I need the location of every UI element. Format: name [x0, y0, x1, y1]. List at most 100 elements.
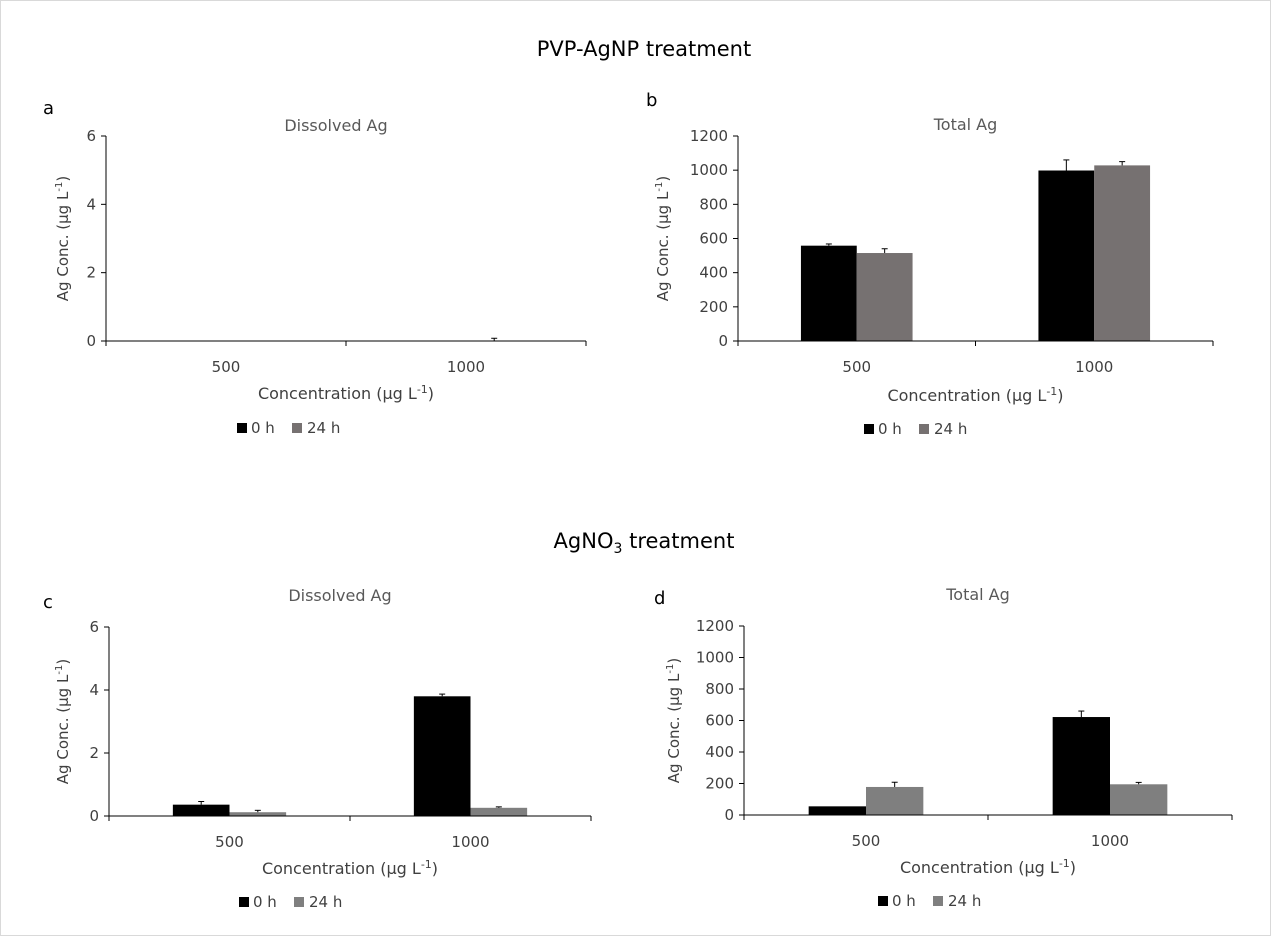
y-tick-label: 800	[705, 680, 734, 698]
section-title-agno3-main: AgNO	[554, 529, 614, 553]
y-tick-label: 400	[699, 264, 728, 282]
chart-title: Total Ag	[945, 585, 1010, 604]
chart-panel-b: Total Ag 0 200 400 600 800 1000 1200 500 1000 Ag C…	[654, 115, 1214, 438]
x-axis-label-close: )	[1070, 858, 1076, 877]
x-tick-label: 1000	[451, 833, 489, 851]
chart-title: Dissolved Ag	[288, 586, 391, 605]
bar-24h	[1110, 784, 1168, 815]
legend-swatch-24h	[294, 897, 304, 907]
x-tick-label: 500	[852, 832, 881, 850]
legend-swatch-0h	[239, 897, 249, 907]
y-axis-label-superscript: -1	[654, 182, 665, 192]
x-tick-label: 500	[212, 358, 241, 376]
y-tick-label: 4	[86, 195, 96, 213]
y-tick-label: 600	[699, 230, 728, 248]
legend-swatch-24h	[292, 423, 302, 433]
y-tick-label: 1000	[690, 161, 728, 179]
x-axis-label: Concentration (µg L-1)	[900, 857, 1076, 877]
x-axis-label-main: Concentration (µg L	[900, 858, 1059, 877]
bar-24h	[229, 812, 287, 816]
section-title-agno3: AgNO3 treatment	[554, 529, 735, 557]
x-tick-label: 500	[842, 358, 871, 376]
y-tick-label: 0	[86, 332, 96, 350]
bar-24h	[470, 807, 528, 816]
y-tick-label: 200	[699, 298, 728, 316]
panel-letter-c: c	[43, 592, 53, 613]
y-axis-label-superscript: -1	[665, 664, 676, 674]
legend-swatch-24h	[933, 896, 943, 906]
y-tick-label: 1200	[696, 617, 734, 635]
legend-label-24h: 24 h	[309, 893, 342, 911]
legend-swatch-24h	[919, 424, 929, 434]
x-axis-label-main: Concentration (µg L	[887, 386, 1046, 405]
bar-0h	[808, 806, 866, 815]
legend-swatch-0h	[864, 424, 874, 434]
y-tick-label: 0	[718, 332, 728, 350]
section-title-agno3-rest: treatment	[622, 529, 734, 553]
legend-swatch-0h	[237, 423, 247, 433]
y-tick-label: 4	[89, 681, 99, 699]
section-title-agno3-subscript: 3	[613, 541, 622, 557]
panel-letter-a: a	[43, 98, 54, 119]
x-axis-label-close: )	[428, 384, 434, 403]
chart-title: Total Ag	[933, 115, 998, 134]
bar-24h	[856, 253, 913, 341]
x-axis-label-main: Concentration (µg L	[258, 384, 417, 403]
x-axis-label-superscript: -1	[421, 858, 432, 871]
y-axis-label-close: )	[654, 176, 672, 182]
x-tick-label: 500	[215, 833, 244, 851]
y-axis-label: Ag Conc. (µg L-1)	[665, 658, 683, 783]
y-tick-label: 6	[86, 127, 96, 145]
chart-title: Dissolved Ag	[284, 116, 387, 135]
y-tick-label: 1200	[690, 127, 728, 145]
bar-0h	[1038, 170, 1095, 341]
panel-letter-d: d	[654, 588, 665, 609]
y-tick-label: 6	[89, 618, 99, 636]
x-tick-label: 1000	[1075, 358, 1113, 376]
legend-label-0h: 0 h	[253, 893, 277, 911]
bar-0h	[413, 696, 471, 816]
chart-panel-d: Total Ag 0 200 400 600 800 1000 1200 500 1000 Ag C…	[665, 585, 1233, 910]
bar-0h	[172, 804, 230, 816]
y-axis-label-main: Ag Conc. (µg L	[665, 673, 683, 783]
x-axis-label-superscript: -1	[1059, 857, 1070, 870]
x-axis-label-close: )	[432, 859, 438, 878]
x-tick-label: 1000	[1091, 832, 1129, 850]
y-axis-label-superscript: -1	[54, 665, 65, 675]
y-tick-label: 0	[89, 807, 99, 825]
y-tick-label: 2	[86, 264, 96, 282]
y-axis-label-superscript: -1	[54, 182, 65, 192]
legend-label-24h: 24 h	[307, 419, 340, 437]
y-tick-label: 2	[89, 744, 99, 762]
x-axis-label-superscript: -1	[1046, 385, 1057, 398]
y-axis-label-close: )	[54, 176, 72, 182]
legend-label-0h: 0 h	[251, 419, 275, 437]
x-tick-label: 1000	[447, 358, 485, 376]
y-axis-label: Ag Conc. (µg L-1)	[654, 176, 672, 301]
y-tick-label: 600	[705, 712, 734, 730]
x-axis-label-superscript: -1	[417, 383, 428, 396]
bar-0h	[800, 245, 857, 341]
y-axis-label: Ag Conc. (µg L-1)	[54, 176, 72, 301]
legend-label-24h: 24 h	[948, 892, 981, 910]
y-axis-label-close: )	[665, 658, 683, 664]
y-tick-label: 0	[724, 806, 734, 824]
section-title-pvp-agnp: PVP-AgNP treatment	[537, 37, 751, 61]
chart-panel-a: Dissolved Ag 0 2 4 6 500 1000 Ag Conc. (µg L-1)…	[54, 116, 587, 437]
y-axis-label: Ag Conc. (µg L-1)	[54, 659, 72, 784]
x-axis-label: Concentration (µg L-1)	[262, 858, 438, 878]
legend-label-24h: 24 h	[934, 420, 967, 438]
y-axis-label-close: )	[54, 659, 72, 665]
bar-24h	[1094, 165, 1151, 341]
y-axis-label-main: Ag Conc. (µg L	[54, 674, 72, 784]
y-tick-label: 1000	[696, 649, 734, 667]
y-tick-label: 800	[699, 195, 728, 213]
x-axis-label-close: )	[1057, 386, 1063, 405]
legend-label-0h: 0 h	[878, 420, 902, 438]
y-axis-label-main: Ag Conc. (µg L	[654, 191, 672, 301]
x-axis-label: Concentration (µg L-1)	[887, 385, 1063, 405]
panel-letter-b: b	[646, 90, 657, 111]
